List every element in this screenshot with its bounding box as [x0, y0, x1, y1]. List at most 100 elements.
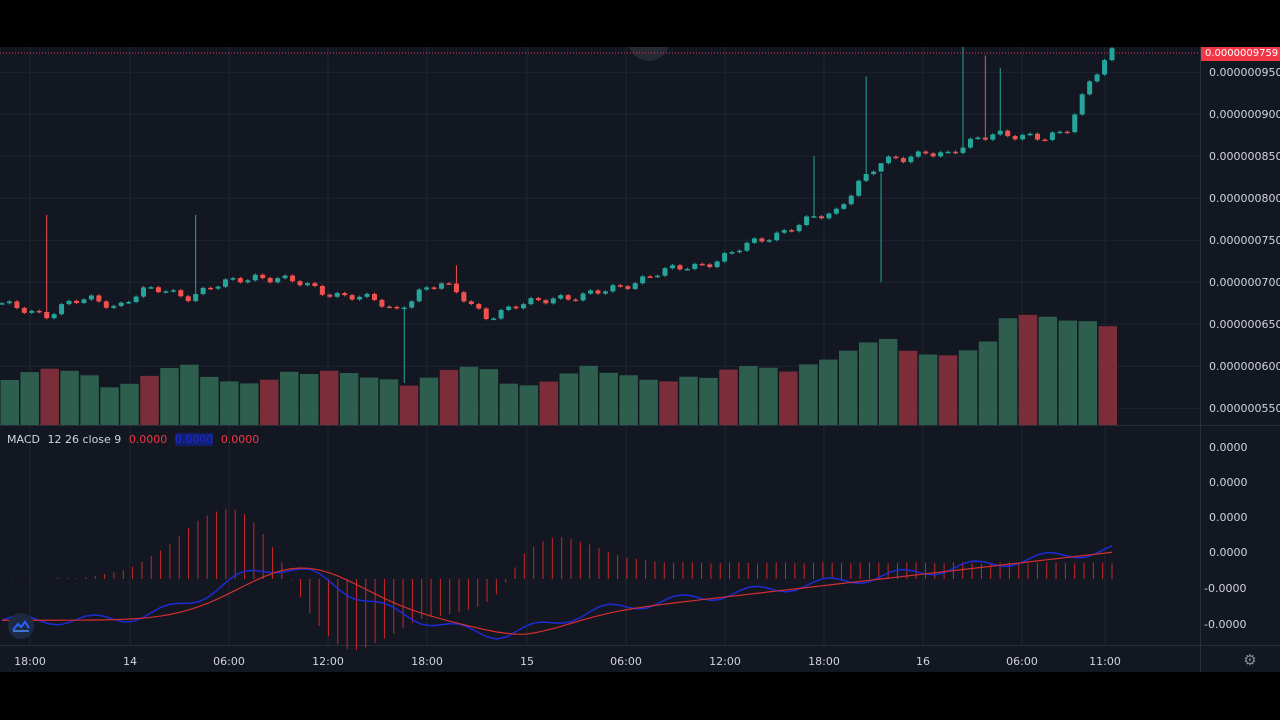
candle-body — [625, 286, 631, 289]
candle-body — [245, 280, 251, 283]
time-axis-label: 06:00 — [213, 655, 245, 668]
volume-bar — [0, 380, 19, 425]
candle-body — [103, 301, 109, 308]
candle-body — [267, 278, 273, 283]
macd-hist-value: 0.0000 — [128, 433, 168, 446]
candle-body — [252, 274, 258, 281]
candle-body — [416, 289, 422, 302]
volume-bar — [978, 341, 998, 425]
volume-bar — [459, 366, 479, 425]
candle-body — [751, 238, 757, 243]
candle-body — [617, 285, 623, 287]
candle-body — [66, 300, 72, 305]
gear-icon[interactable]: ⚙ — [1243, 651, 1257, 669]
volume-bar — [958, 350, 978, 425]
candle-body — [386, 306, 392, 309]
volume-bar — [160, 368, 179, 425]
volume-bar — [240, 383, 259, 425]
volume-bar — [819, 359, 838, 425]
candle-body — [1072, 114, 1078, 133]
volume-bar — [140, 375, 159, 425]
candle-body — [290, 275, 296, 282]
candle-body — [841, 204, 847, 209]
candle-body — [1035, 133, 1041, 140]
candle-body — [260, 274, 266, 279]
candle-body — [878, 163, 884, 172]
candle-body — [357, 296, 363, 300]
volume-bar — [1098, 326, 1117, 425]
volume-bar — [878, 338, 898, 425]
time-axis-label: 18:00 — [14, 655, 46, 668]
volume-bar — [220, 381, 239, 425]
candle-body — [967, 138, 973, 148]
volume-bar — [679, 376, 698, 425]
candle-body — [647, 276, 653, 278]
volume-bar — [599, 372, 618, 425]
candle-body — [833, 208, 839, 214]
time-axis-label: 16 — [916, 655, 930, 668]
candle-body — [908, 156, 914, 163]
volume-bar — [579, 365, 598, 425]
volume-bar — [100, 387, 119, 425]
candle-body — [543, 300, 549, 304]
candle-body — [163, 291, 169, 293]
volume-bar — [559, 373, 578, 425]
macd-axis-label: 0.0000 — [1209, 476, 1248, 489]
volume-bar — [759, 367, 778, 425]
volume-bar — [1078, 321, 1098, 425]
candle-body — [1005, 130, 1011, 137]
candle-body — [804, 216, 810, 226]
candle-body — [498, 309, 504, 319]
candle-body — [297, 281, 303, 286]
candle-body — [327, 294, 333, 297]
candle-body — [960, 147, 966, 153]
candle-body — [468, 301, 474, 305]
candle-body — [1109, 48, 1115, 61]
macd-legend[interactable]: MACD 12 26 close 9 0.0000 0.0000 0.0000 — [7, 433, 263, 446]
candle-body — [312, 283, 318, 286]
candle-body — [446, 283, 452, 285]
candle-body — [789, 230, 795, 232]
candle-body — [275, 278, 281, 283]
candle-body — [1064, 131, 1070, 134]
candle-body — [304, 283, 310, 286]
candle-body — [863, 174, 869, 181]
volume-bar — [998, 318, 1018, 425]
macd-axis-label: -0.0000 — [1204, 582, 1246, 595]
macd-params: 12 26 close 9 — [47, 433, 122, 446]
candle-body — [513, 306, 519, 309]
volume-bar — [719, 369, 738, 425]
volume-bar — [799, 364, 818, 425]
volume-bar — [779, 371, 798, 425]
volume-bar — [479, 369, 499, 425]
candle-body — [520, 304, 526, 309]
candle-body — [178, 290, 184, 297]
candle-body — [200, 287, 206, 295]
candle-body — [759, 238, 765, 242]
candle-body — [141, 287, 147, 297]
candle-body — [88, 295, 94, 300]
candle-body — [96, 295, 102, 302]
candle-body — [349, 295, 355, 300]
volume-bar — [80, 375, 99, 425]
candle-body — [811, 216, 817, 218]
volume-bar — [619, 375, 638, 425]
candle-body — [476, 304, 482, 309]
volume-bar — [699, 377, 718, 425]
time-axis-label: 15 — [520, 655, 534, 668]
candle-body — [148, 287, 154, 289]
tradingview-logo-icon[interactable] — [8, 613, 34, 639]
macd-axis-label: -0.0000 — [1204, 618, 1246, 631]
candle-body — [1027, 133, 1033, 136]
volume-bar — [399, 385, 419, 425]
candle-body — [1057, 131, 1063, 134]
candle-body — [118, 302, 124, 306]
